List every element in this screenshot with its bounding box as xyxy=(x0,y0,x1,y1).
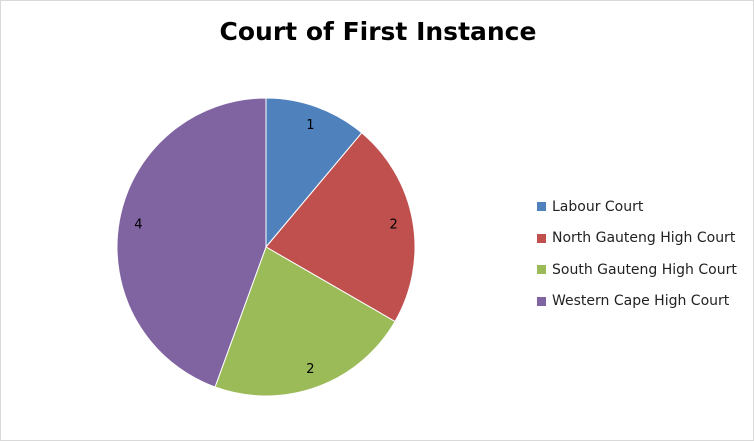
pie-slice-3 xyxy=(214,246,396,397)
legend: Labour Court North Gauteng High Court Sout… xyxy=(537,191,737,317)
pie-slice-1 xyxy=(265,97,363,249)
legend-swatch xyxy=(537,265,546,275)
legend-swatch xyxy=(537,296,546,306)
pie-slice-2 xyxy=(265,132,416,323)
legend-item: Labour Court xyxy=(537,191,737,223)
legend-swatch xyxy=(537,202,546,212)
slice-value-label-3: 2 xyxy=(306,362,314,377)
legend-label: South Gauteng High Court xyxy=(552,261,737,278)
legend-item: North Gauteng High Court xyxy=(537,223,737,255)
pie-slice-4 xyxy=(116,97,267,388)
chart-title: Court of First Instance xyxy=(219,17,537,46)
legend-item: South Gauteng High Court xyxy=(537,254,737,286)
slice-value-label-1: 1 xyxy=(306,118,314,133)
legend-label: North Gauteng High Court xyxy=(552,230,736,247)
legend-swatch xyxy=(537,233,546,243)
legend-label: Western Cape High Court xyxy=(552,293,730,310)
slice-value-label-4: 4 xyxy=(134,217,142,232)
legend-item: Western Cape High Court xyxy=(537,286,737,318)
slice-value-label-2: 2 xyxy=(390,217,398,232)
legend-label: Labour Court xyxy=(552,198,644,215)
